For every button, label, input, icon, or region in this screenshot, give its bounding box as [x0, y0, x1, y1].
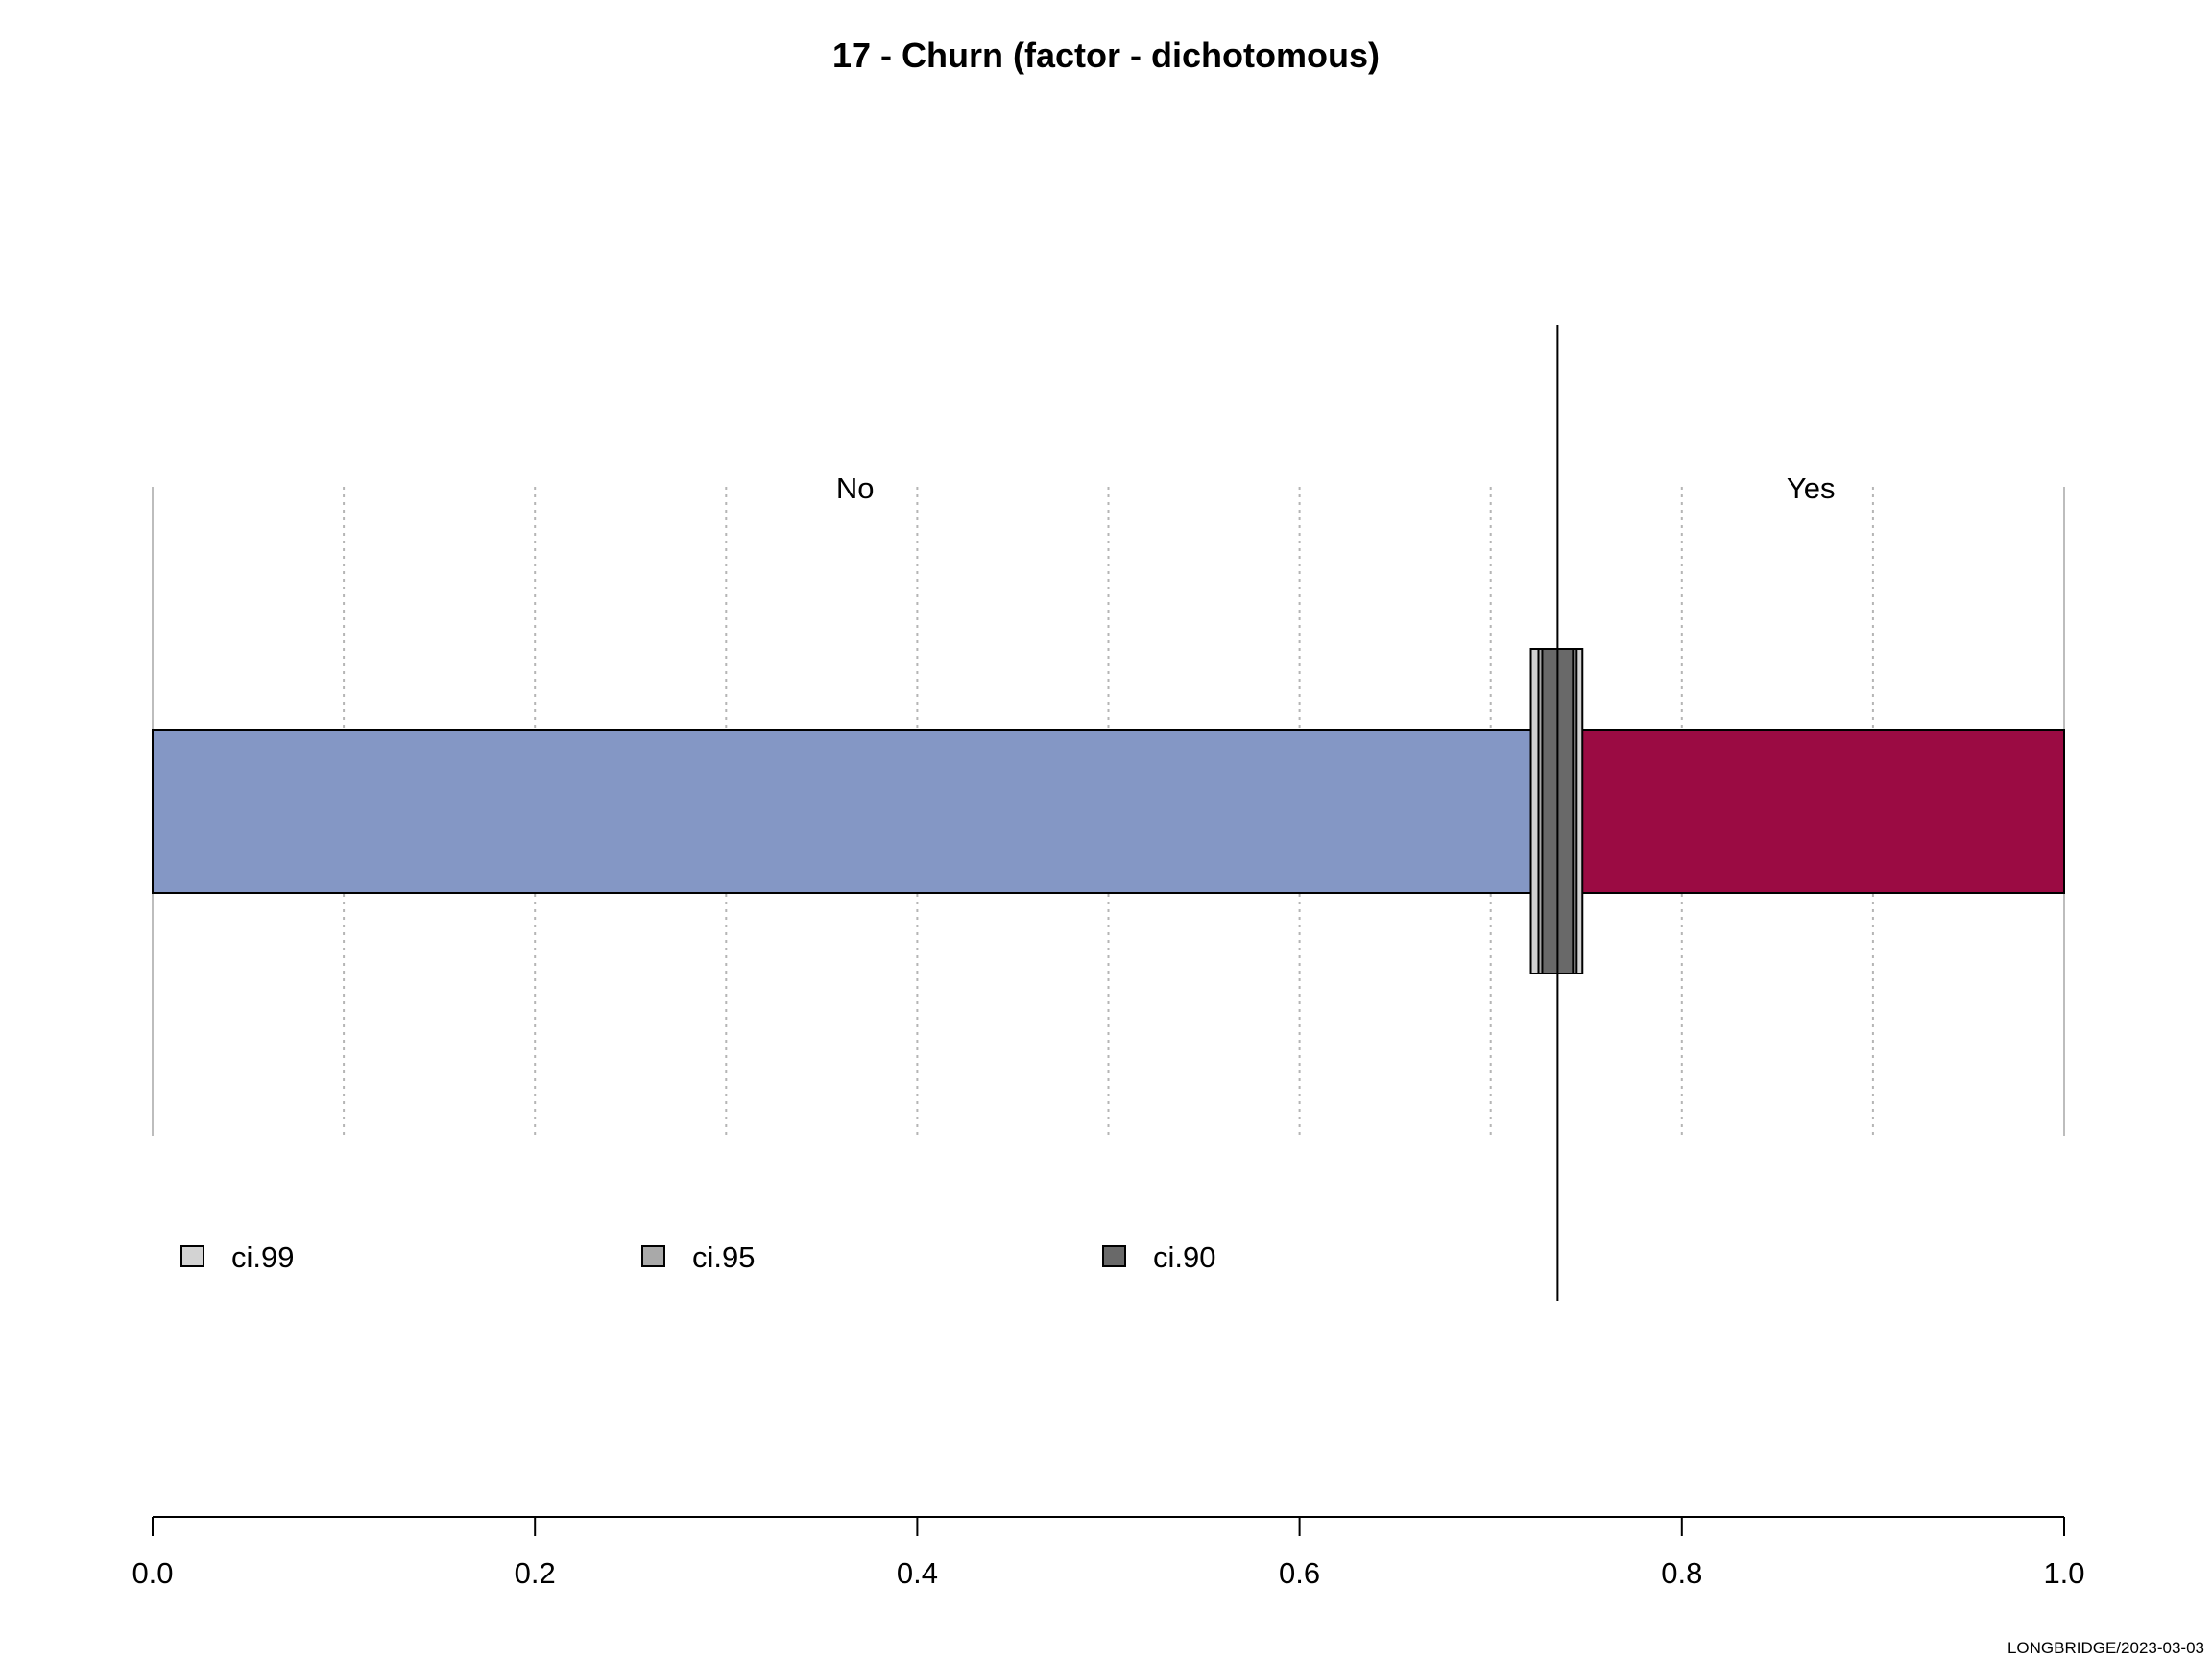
category-label-yes: Yes: [1787, 471, 1836, 505]
legend-label-ci90: ci.90: [1153, 1240, 1215, 1274]
x-axis: 0.0 0.2 0.4 0.6 0.8 1.0: [132, 1516, 2085, 1590]
x-tick-label: 0.6: [1279, 1556, 1320, 1590]
x-tick-label: 1.0: [2043, 1556, 2084, 1590]
x-tick-label: 0.8: [1661, 1556, 1702, 1590]
x-tick-label: 0.2: [515, 1556, 556, 1590]
legend-label-ci99: ci.99: [231, 1240, 294, 1274]
footer-stamp: LONGBRIDGE/2023-03-03: [2008, 1639, 2204, 1657]
bar-no: [152, 729, 1559, 894]
bar-yes: [1556, 729, 2065, 894]
legend: ci.99 ci.95 ci.90: [180, 1240, 1215, 1274]
legend-swatch-ci90: [1102, 1245, 1126, 1267]
category-label-layer: No Yes: [836, 471, 1836, 505]
legend-label-ci95: ci.95: [692, 1240, 755, 1274]
chart-title: 17 - Churn (factor - dichotomous): [832, 36, 1380, 75]
x-tick-label: 0.0: [132, 1556, 173, 1590]
category-label-no: No: [836, 471, 875, 505]
ci-layer: [1529, 325, 1584, 1301]
bar-layer: [152, 729, 2065, 894]
x-tick-label: 0.4: [897, 1556, 938, 1590]
legend-swatch-ci99: [180, 1245, 204, 1267]
legend-swatch-ci95: [641, 1245, 665, 1267]
